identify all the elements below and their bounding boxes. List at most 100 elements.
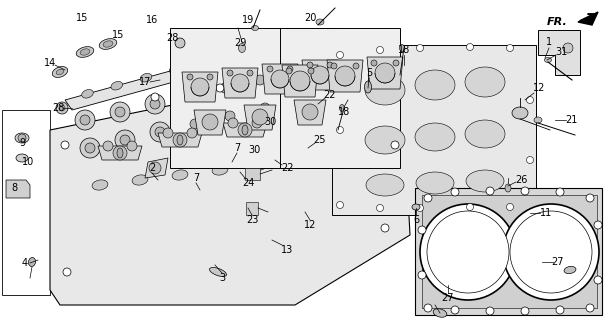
Polygon shape [302, 60, 338, 90]
Polygon shape [422, 195, 597, 308]
Text: 3: 3 [219, 273, 225, 283]
Text: FR.: FR. [547, 17, 568, 27]
Circle shape [521, 307, 529, 315]
Circle shape [113, 146, 127, 160]
Circle shape [202, 114, 218, 130]
Polygon shape [98, 146, 142, 160]
Ellipse shape [365, 81, 371, 93]
Text: 18: 18 [338, 107, 350, 117]
Ellipse shape [400, 44, 404, 52]
Polygon shape [332, 45, 536, 215]
Polygon shape [194, 110, 226, 135]
Ellipse shape [111, 82, 123, 90]
Text: 22: 22 [280, 163, 293, 173]
Ellipse shape [172, 170, 188, 180]
Circle shape [155, 127, 165, 137]
Ellipse shape [257, 41, 269, 50]
Text: 2: 2 [149, 163, 155, 173]
Ellipse shape [56, 69, 64, 75]
Circle shape [220, 83, 230, 93]
Polygon shape [65, 38, 297, 110]
Ellipse shape [140, 73, 152, 82]
Circle shape [302, 104, 318, 120]
Circle shape [225, 111, 235, 121]
Circle shape [507, 44, 513, 52]
Circle shape [228, 118, 238, 128]
Ellipse shape [76, 47, 94, 57]
Circle shape [467, 204, 474, 211]
Text: 30: 30 [248, 145, 260, 155]
Circle shape [191, 78, 209, 96]
Circle shape [187, 74, 193, 80]
Ellipse shape [103, 41, 113, 47]
Ellipse shape [433, 309, 447, 317]
Circle shape [307, 62, 313, 68]
Circle shape [110, 102, 130, 122]
Text: 10: 10 [22, 157, 34, 167]
Polygon shape [294, 100, 326, 125]
Ellipse shape [169, 65, 181, 74]
Text: 27: 27 [552, 257, 564, 267]
Circle shape [185, 91, 195, 101]
Ellipse shape [534, 117, 542, 123]
Ellipse shape [177, 135, 183, 145]
Circle shape [337, 52, 343, 59]
Circle shape [586, 194, 594, 202]
Circle shape [120, 135, 130, 145]
Circle shape [527, 97, 533, 103]
Text: 19: 19 [242, 15, 254, 25]
Circle shape [115, 130, 135, 150]
Circle shape [391, 141, 399, 149]
Text: 16: 16 [146, 15, 158, 25]
Ellipse shape [465, 67, 505, 97]
Ellipse shape [412, 204, 420, 210]
Circle shape [376, 204, 384, 212]
Circle shape [252, 118, 262, 128]
Ellipse shape [82, 90, 93, 98]
Circle shape [594, 276, 602, 284]
Circle shape [486, 187, 494, 195]
Ellipse shape [242, 125, 248, 135]
Circle shape [85, 143, 95, 153]
Text: 11: 11 [540, 208, 552, 218]
Polygon shape [50, 82, 410, 305]
Polygon shape [280, 28, 400, 168]
Ellipse shape [212, 165, 228, 175]
Ellipse shape [199, 57, 210, 66]
Polygon shape [538, 30, 580, 75]
Circle shape [238, 123, 252, 137]
Circle shape [371, 60, 377, 66]
Circle shape [215, 78, 235, 98]
Circle shape [451, 188, 459, 196]
Circle shape [231, 74, 249, 92]
Circle shape [507, 204, 513, 211]
Ellipse shape [365, 75, 405, 105]
Circle shape [56, 102, 68, 114]
Circle shape [335, 66, 355, 86]
Ellipse shape [117, 148, 123, 158]
Circle shape [180, 86, 200, 106]
Polygon shape [262, 64, 298, 94]
Circle shape [331, 63, 337, 69]
Ellipse shape [415, 123, 455, 151]
Ellipse shape [132, 175, 148, 185]
Polygon shape [223, 123, 267, 137]
Text: 4: 4 [22, 258, 28, 268]
Ellipse shape [366, 174, 404, 196]
Text: 7: 7 [193, 173, 199, 183]
Circle shape [103, 141, 113, 151]
Text: 6: 6 [413, 215, 419, 225]
Circle shape [393, 60, 399, 66]
Text: 14: 14 [44, 58, 56, 68]
Ellipse shape [466, 170, 504, 192]
Circle shape [271, 81, 279, 89]
Polygon shape [578, 12, 598, 25]
Polygon shape [245, 168, 260, 180]
Ellipse shape [228, 49, 240, 58]
Circle shape [115, 107, 125, 117]
Text: 22: 22 [324, 90, 336, 100]
Circle shape [63, 268, 71, 276]
Circle shape [381, 224, 389, 232]
Circle shape [417, 204, 423, 212]
Circle shape [255, 75, 265, 85]
